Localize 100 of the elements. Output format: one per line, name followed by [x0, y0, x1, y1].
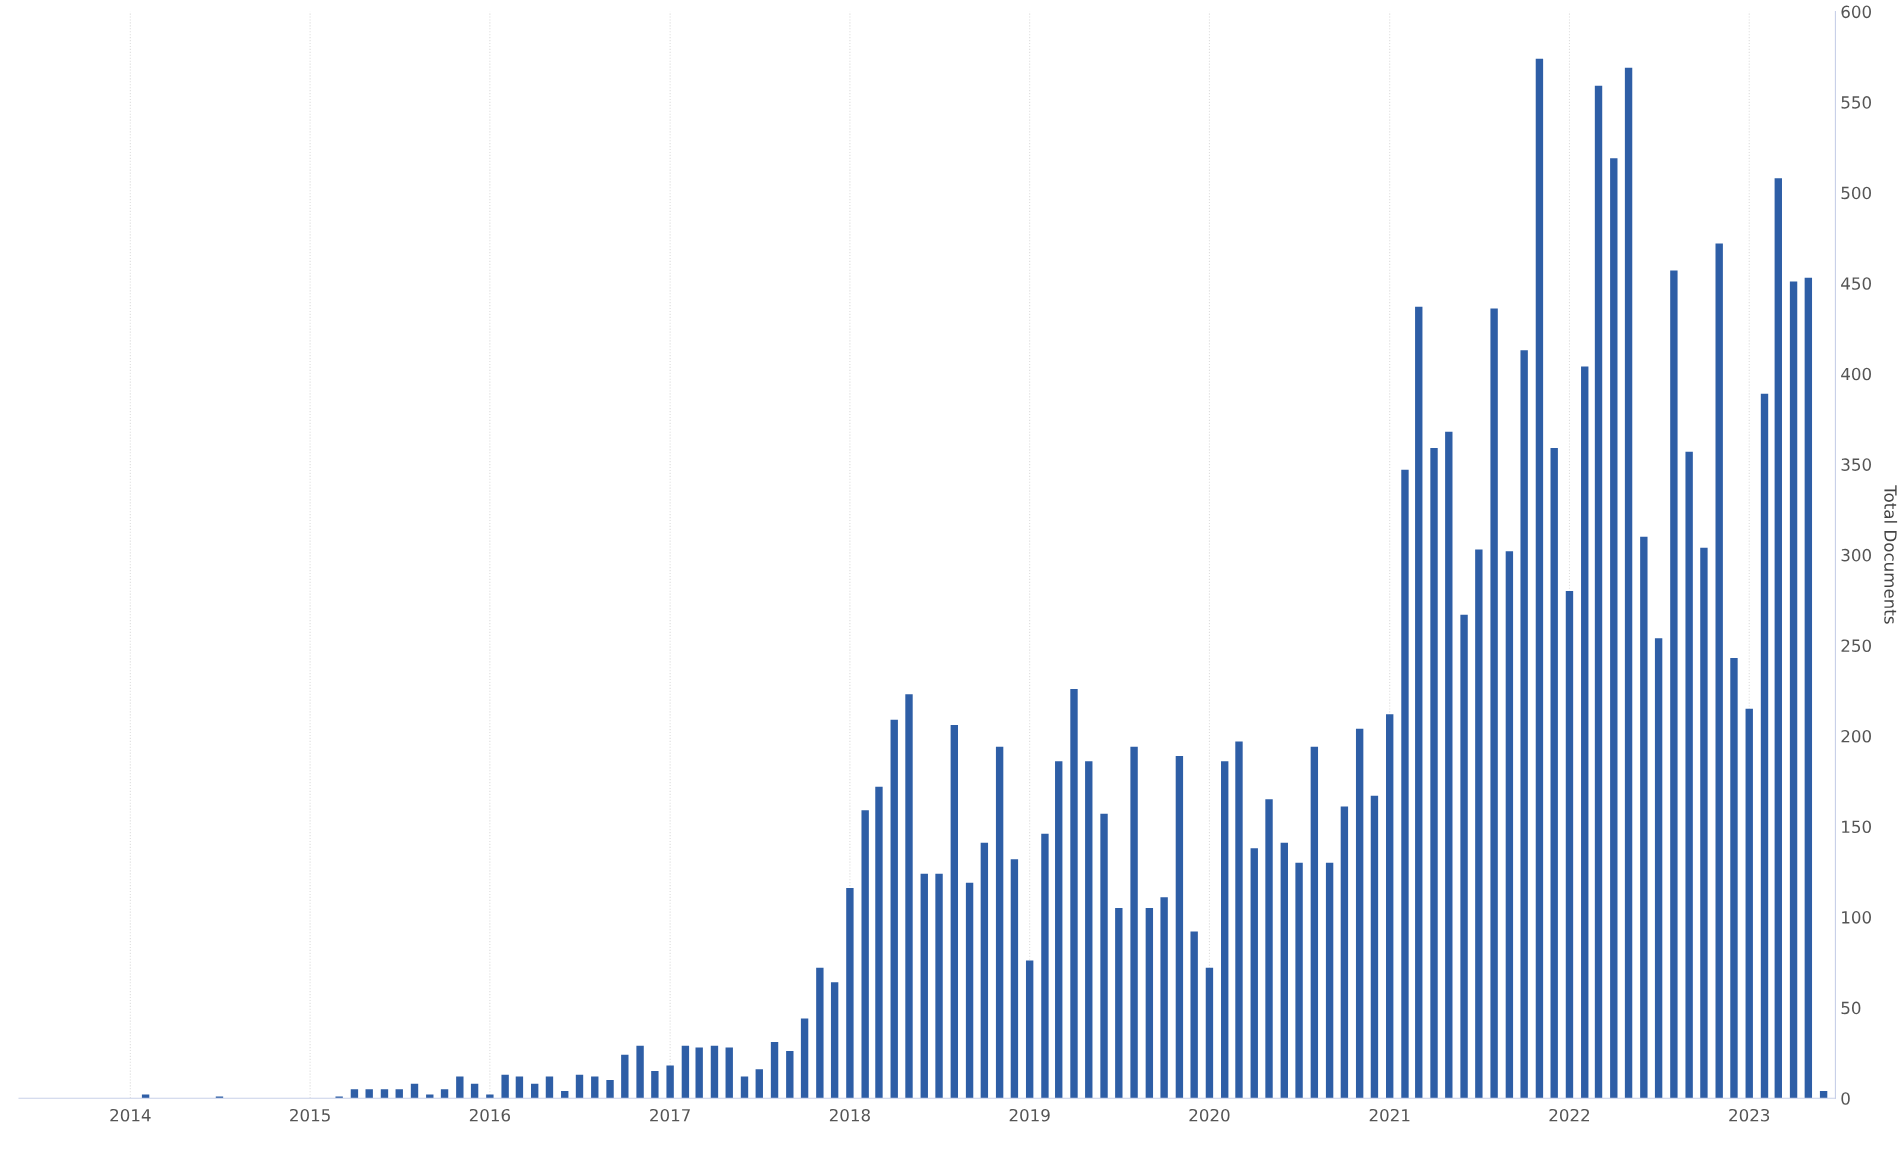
y-tick-label: 600 — [1841, 5, 1871, 19]
bar — [350, 1089, 359, 1099]
bar — [1460, 614, 1468, 1099]
bar — [755, 1069, 763, 1099]
x-tick-label: 2022 — [1549, 1108, 1590, 1122]
bar — [1386, 714, 1394, 1099]
bar — [1745, 708, 1753, 1099]
y-axis-title: Total Documents — [1884, 485, 1898, 624]
bar — [1819, 1090, 1828, 1099]
bar — [1520, 350, 1528, 1099]
y-tick-label: 350 — [1841, 458, 1871, 471]
bar — [1355, 728, 1364, 1099]
x-tick-label: 2014 — [110, 1108, 151, 1122]
bar — [1760, 393, 1769, 1099]
bar — [1550, 448, 1558, 1099]
bar — [1025, 960, 1034, 1099]
bar — [681, 1045, 690, 1099]
y-tick-label: 550 — [1841, 96, 1871, 109]
bar — [1700, 547, 1708, 1099]
bar — [980, 842, 989, 1099]
x-tick-label: 2023 — [1729, 1108, 1770, 1122]
bar — [1265, 799, 1273, 1099]
x-tick-label: 2021 — [1369, 1108, 1410, 1122]
bar — [1594, 85, 1603, 1099]
bar — [1490, 308, 1498, 1099]
bar — [545, 1076, 554, 1099]
bar — [651, 1071, 659, 1099]
bar — [890, 719, 898, 1099]
bar — [395, 1089, 403, 1099]
y-tick-label: 450 — [1841, 277, 1871, 290]
bar — [1280, 842, 1288, 1099]
y-tick-label: 300 — [1841, 548, 1871, 562]
bar — [1730, 658, 1738, 1099]
bar — [1175, 755, 1184, 1099]
bar — [1130, 746, 1138, 1099]
bar — [1430, 448, 1438, 1099]
bar — [365, 1089, 373, 1099]
bar — [1070, 688, 1078, 1099]
bar — [1055, 761, 1063, 1099]
bar — [1670, 270, 1678, 1099]
bar — [456, 1076, 464, 1099]
bar — [1535, 58, 1544, 1099]
bar — [1235, 741, 1243, 1099]
bar — [636, 1045, 644, 1099]
bar — [1804, 277, 1813, 1099]
x-tick-label: 2015 — [290, 1108, 330, 1122]
bar — [575, 1074, 584, 1099]
bar — [1250, 848, 1258, 1099]
y-tick-label: 400 — [1841, 367, 1871, 381]
bar — [740, 1076, 749, 1099]
y-tick-label: 100 — [1842, 911, 1871, 924]
bar — [1010, 859, 1019, 1099]
bar — [561, 1090, 569, 1099]
bar — [1145, 908, 1154, 1099]
bar — [1401, 469, 1409, 1099]
bar — [830, 982, 839, 1099]
bar — [380, 1089, 389, 1099]
bar — [1624, 67, 1633, 1099]
bar — [770, 1042, 779, 1099]
bar — [1115, 908, 1123, 1099]
y-tick-label: 250 — [1841, 639, 1871, 652]
bar — [591, 1076, 599, 1099]
bar — [935, 873, 943, 1099]
bar — [786, 1051, 794, 1099]
bar — [470, 1083, 479, 1099]
y-tick-label: 0 — [1841, 1092, 1850, 1105]
bar — [950, 725, 959, 1099]
bar — [861, 810, 869, 1099]
bar — [846, 888, 854, 1099]
bar — [1370, 795, 1379, 1099]
bar — [1685, 451, 1693, 1099]
bar — [1640, 536, 1648, 1099]
bar — [1221, 761, 1229, 1099]
bar — [695, 1047, 703, 1099]
bar — [606, 1080, 614, 1099]
bar — [1085, 761, 1093, 1099]
bar — [410, 1083, 419, 1099]
bar — [515, 1076, 524, 1099]
x-tick-label: 2016 — [469, 1108, 511, 1122]
bar — [621, 1054, 629, 1099]
bar — [530, 1083, 539, 1099]
bar — [1041, 833, 1049, 1099]
bar — [1325, 862, 1334, 1099]
bar — [710, 1045, 719, 1099]
bar — [995, 746, 1004, 1099]
bar — [440, 1089, 449, 1099]
bar — [1445, 431, 1453, 1099]
bar — [1190, 931, 1198, 1099]
bar — [1415, 306, 1423, 1099]
bar — [1505, 551, 1514, 1099]
bar — [501, 1074, 509, 1099]
y-tick-label: 50 — [1841, 1001, 1861, 1015]
bar — [1610, 158, 1618, 1099]
x-tick-label: 2017 — [650, 1108, 690, 1122]
bar — [1295, 862, 1303, 1099]
bar — [725, 1047, 733, 1099]
bar — [1340, 806, 1349, 1099]
bar — [816, 967, 824, 1099]
y-tick-label: 150 — [1842, 820, 1871, 834]
y-tick-label: 200 — [1841, 729, 1871, 743]
